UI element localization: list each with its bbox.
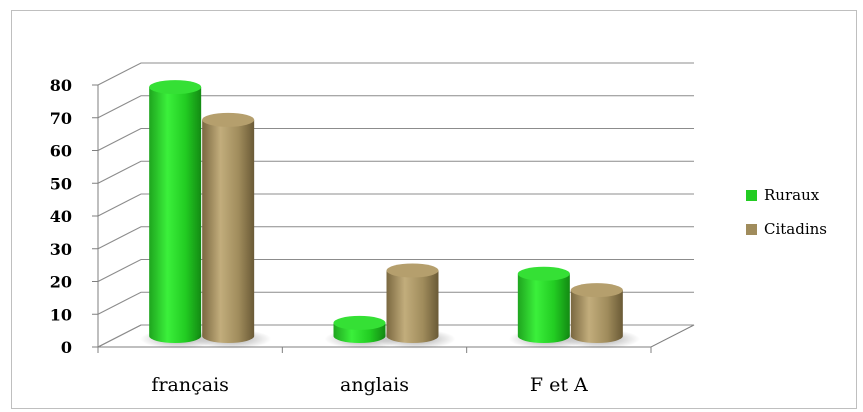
bar-citadins-0 xyxy=(193,112,272,349)
bar-top xyxy=(517,266,570,281)
bar-body xyxy=(149,87,202,344)
bar-top xyxy=(386,263,439,278)
x-tick-label: F et A xyxy=(530,374,588,396)
y-tick-label: 40 xyxy=(50,207,72,226)
legend: Ruraux Citadins xyxy=(746,186,827,238)
axis-labels: 0 10 20 30 40 50 60 70 80 français anglais F et A xyxy=(50,76,588,396)
y-tick-label: 0 xyxy=(61,338,72,357)
gridline xyxy=(97,95,694,119)
bar-top xyxy=(333,315,386,330)
y-tick-label: 70 xyxy=(50,109,72,128)
gridline xyxy=(97,160,694,184)
bar-body xyxy=(202,119,255,344)
y-tick-label: 10 xyxy=(50,305,72,324)
y-tick-label: 50 xyxy=(50,174,72,193)
legend-swatch-ruraux xyxy=(746,190,757,201)
bar-top xyxy=(149,80,202,95)
bar-citadins-2 xyxy=(561,283,640,349)
x-tick-label: anglais xyxy=(340,374,409,396)
gridline xyxy=(97,258,694,282)
bar-body xyxy=(386,270,439,344)
axes xyxy=(92,84,652,353)
gridline xyxy=(97,324,694,348)
gridlines xyxy=(97,62,694,348)
bar-body xyxy=(570,290,623,344)
legend-label-citadins: Citadins xyxy=(764,220,827,238)
bar-top xyxy=(202,112,255,127)
legend-label-ruraux: Ruraux xyxy=(764,186,820,204)
legend-swatch-citadins xyxy=(746,224,757,235)
y-tick-label: 60 xyxy=(50,142,72,161)
gridline xyxy=(97,291,694,315)
y-tick-label: 20 xyxy=(50,273,72,292)
y-tick-label: 80 xyxy=(50,76,72,95)
gridline xyxy=(97,127,694,151)
bar-body xyxy=(517,273,570,344)
bars xyxy=(140,80,640,349)
bar-top xyxy=(570,283,623,298)
gridline xyxy=(97,193,694,217)
gridline xyxy=(97,62,694,86)
y-tick-label: 30 xyxy=(50,240,72,259)
x-tick-label: français xyxy=(151,374,228,396)
gridline xyxy=(97,226,694,250)
bar-citadins-1 xyxy=(377,263,456,349)
chart-border xyxy=(11,10,857,409)
